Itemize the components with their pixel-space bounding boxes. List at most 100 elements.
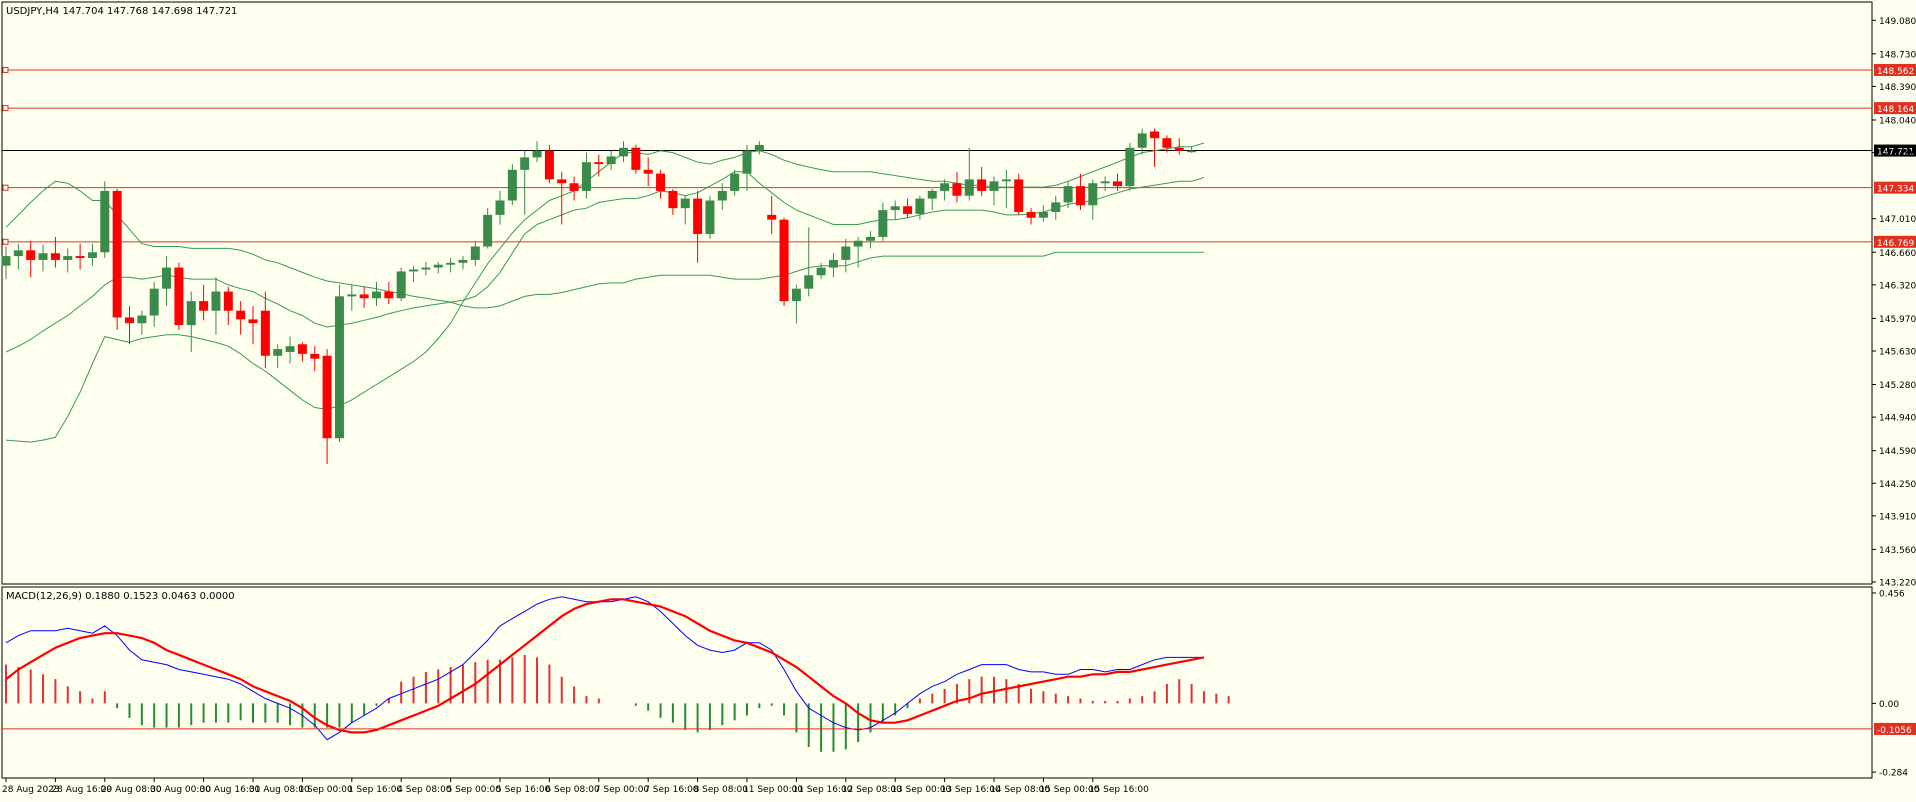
- price-tick-label: 145.630: [1879, 347, 1916, 357]
- time-tick-label: 5 Sep 16:00: [496, 785, 551, 795]
- candle-body: [112, 190, 122, 318]
- candle-body: [334, 296, 344, 439]
- candle-body: [409, 269, 419, 272]
- candle-body: [903, 206, 913, 214]
- candle-body: [38, 253, 48, 260]
- candle-body: [199, 301, 209, 311]
- candle-body: [742, 150, 752, 174]
- macd-indicator: -0.1056: [2, 596, 1916, 752]
- time-tick-label: 31 Aug 08:00: [249, 785, 310, 795]
- candle-body: [1100, 181, 1110, 184]
- candle-body: [273, 349, 283, 356]
- price-axis: 149.080 148.730 148.390 148.040 147.700 147.0…: [1872, 17, 1916, 779]
- candle-body: [1051, 202, 1061, 213]
- candle-body: [841, 246, 851, 260]
- bollinger-lower-line: [5, 142, 1205, 443]
- candle-body: [470, 246, 480, 260]
- candle-body: [1001, 179, 1011, 182]
- candle-body: [754, 144, 764, 151]
- time-tick-label: 29 Aug 08:00: [101, 785, 162, 795]
- candle-body: [1088, 183, 1098, 206]
- level-price-label: 148.562: [1877, 67, 1914, 77]
- price-tick-label: 147.010: [1879, 215, 1916, 225]
- price-tick-label: 146.320: [1879, 281, 1916, 291]
- price-tick-label: 144.940: [1879, 414, 1916, 424]
- candle-body: [223, 291, 233, 311]
- candle-body: [643, 169, 653, 174]
- candle-body: [915, 198, 925, 214]
- price-tick-label: 147.700: [1879, 149, 1916, 159]
- current-price-tag: [1874, 144, 1916, 157]
- current-price-label: 147.721: [1877, 148, 1914, 158]
- price-tick-label: 145.280: [1879, 381, 1916, 391]
- candle-body: [1125, 147, 1135, 187]
- candle-body: [1038, 212, 1048, 218]
- candle-body: [347, 294, 357, 297]
- candle-body: [1026, 212, 1036, 218]
- candle-body: [483, 214, 493, 247]
- candle-body: [606, 156, 616, 165]
- candle-body: [952, 183, 962, 196]
- time-tick-label: 6 Sep 08:00: [545, 785, 600, 795]
- candle-body: [63, 256, 73, 260]
- price-tick-label: 143.910: [1879, 512, 1916, 522]
- candle-body: [866, 236, 875, 241]
- candle-body: [767, 214, 777, 220]
- time-tick-label: 1 Sep 00:00: [298, 785, 353, 795]
- candle-body: [940, 183, 950, 191]
- candle-body: [1063, 186, 1073, 203]
- candle-body: [372, 291, 381, 299]
- level-marker: [2, 184, 9, 191]
- time-tick-label: 11 Sep 00:00: [743, 785, 803, 795]
- candle-body: [581, 162, 591, 191]
- candle-body: [1, 256, 11, 266]
- candle-body: [680, 198, 690, 209]
- candle-body: [569, 183, 579, 191]
- candle-body: [446, 262, 456, 265]
- candle-body: [791, 288, 801, 302]
- candle-body: [532, 150, 542, 158]
- candle-body: [495, 200, 505, 215]
- candle-body: [186, 301, 196, 326]
- price-tick-label: 146.660: [1879, 249, 1916, 259]
- level-marker: [2, 105, 9, 112]
- level-marker: [2, 238, 9, 245]
- candle-body: [668, 190, 678, 209]
- time-tick-label: 28 Aug 16:00: [51, 785, 112, 795]
- level-price-label: 146.769: [1877, 239, 1914, 249]
- candle-body: [631, 147, 641, 170]
- time-tick-label: 4 Sep 08:00: [397, 785, 452, 795]
- candle-body: [964, 179, 974, 196]
- price-tick-label: 148.730: [1879, 50, 1916, 60]
- candle-body: [75, 256, 85, 259]
- candle-body: [557, 179, 567, 184]
- time-tick-label: 12 Sep 08:00: [842, 785, 902, 795]
- time-tick-label: 30 Aug 16:00: [200, 785, 261, 795]
- price-tick-label: 144.590: [1879, 447, 1916, 457]
- time-tick-label: 1 Sep 16:00: [348, 785, 403, 795]
- candle-body: [236, 310, 246, 320]
- candle-body: [594, 162, 604, 165]
- candle-body: [1162, 138, 1172, 148]
- candle-body: [297, 344, 307, 354]
- level-price-tag: [1874, 181, 1916, 194]
- candle-body: [359, 294, 369, 299]
- candle-body: [977, 179, 987, 191]
- time-tick-label: 7 Sep 00:00: [595, 785, 650, 795]
- candle-body: [989, 181, 999, 191]
- horizontal-levels: 148.562 148.164 147.334 146.769 147.721: [2, 63, 1916, 249]
- time-tick-label: 13 Sep 00:00: [891, 785, 951, 795]
- price-tick-label: 145.970: [1879, 315, 1916, 325]
- main-pane-frame: [1, 1, 1873, 585]
- candle-body: [174, 267, 184, 326]
- time-tick-label: 15 Sep 00:00: [1039, 785, 1099, 795]
- candle-body: [1150, 131, 1160, 139]
- time-tick-label: 5 Sep 00:00: [447, 785, 502, 795]
- macd-main-line: [5, 596, 1204, 741]
- candle-body: [421, 267, 431, 270]
- macd-tick-label: -0.284: [1879, 769, 1908, 779]
